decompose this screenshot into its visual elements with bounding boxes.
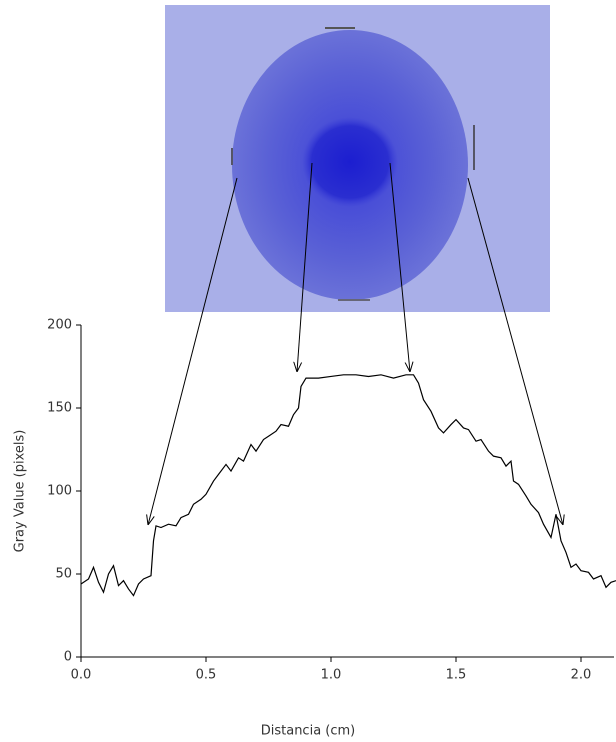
sample-image <box>165 5 550 312</box>
y-tick-label: 0 <box>64 650 72 665</box>
x-tick-label: 0.5 <box>196 668 217 683</box>
x-tick-label: 2.0 <box>571 668 592 683</box>
x-tick-label: 0.0 <box>71 668 92 683</box>
x-tick-label: 1.0 <box>321 668 342 683</box>
x-axis-label: Distancia (cm) <box>261 724 356 739</box>
y-tick-label: 200 <box>47 318 72 333</box>
profile-line <box>80 374 616 597</box>
y-tick-label: 50 <box>55 567 72 582</box>
y-tick-label: 150 <box>47 401 72 416</box>
arrows <box>148 162 563 525</box>
y-axis-label: Gray Value (pixels) <box>13 430 28 553</box>
y-tick-label: 100 <box>47 484 72 499</box>
x-tick-label: 1.5 <box>446 668 467 683</box>
